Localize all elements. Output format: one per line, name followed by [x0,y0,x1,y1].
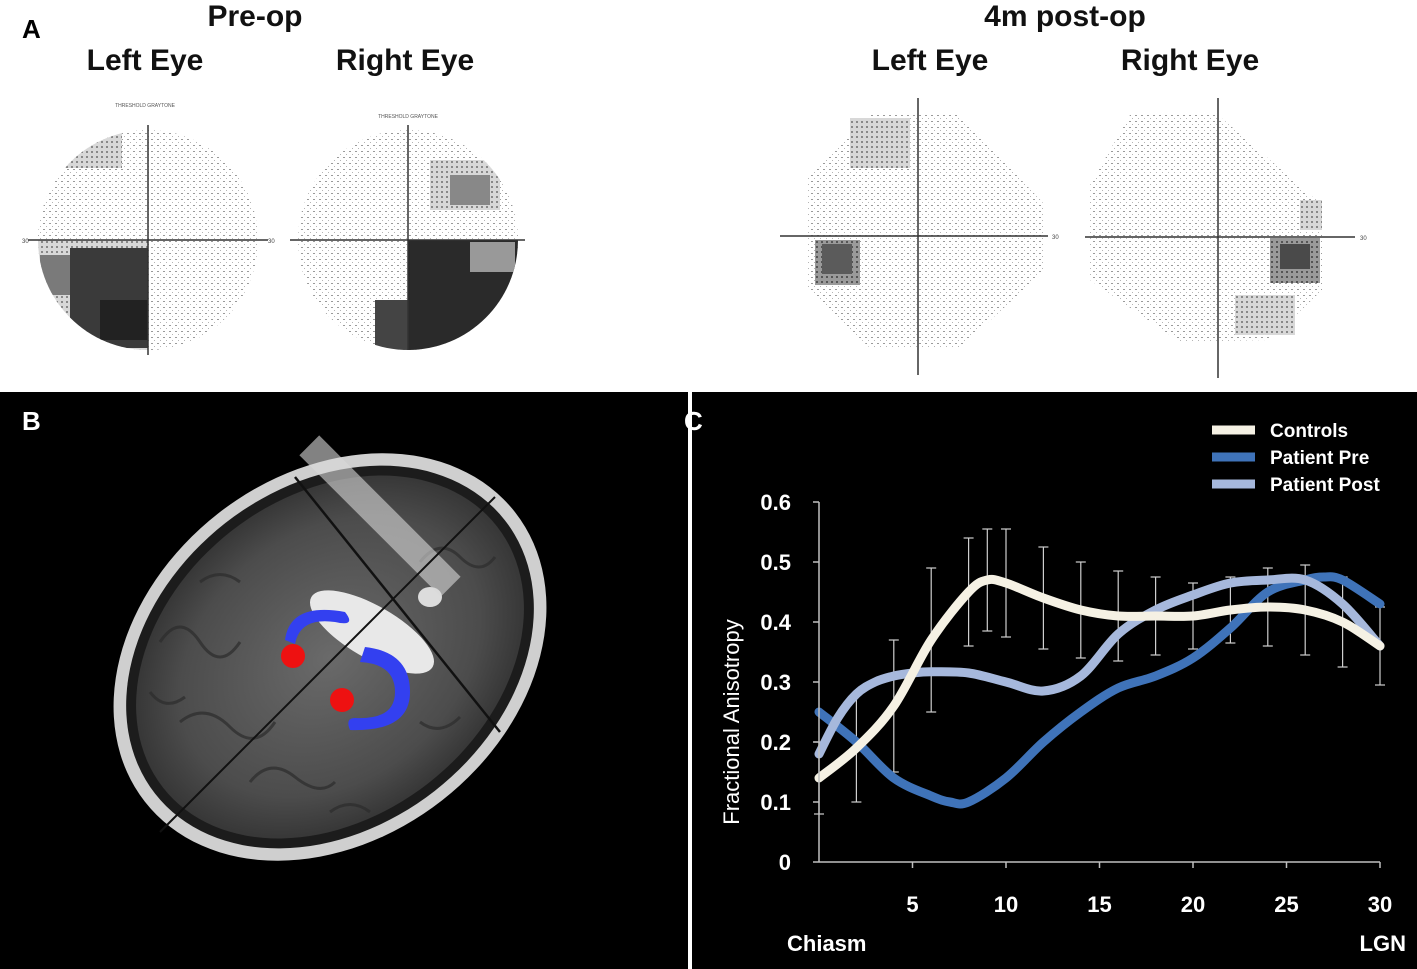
y-tick-label: 0.3 [760,670,791,695]
brain-mri [113,435,547,861]
preop-right-caption: THRESHOLD GRAYTONE [378,114,438,120]
preop-left-visual-field: THRESHOLD GRAYTONE 30 [22,103,268,355]
panel-a-letter: A [22,14,41,44]
x-tick-label: 30 [1368,892,1392,917]
optic-tract-left [285,609,350,644]
y-tick-label: 0.5 [760,550,791,575]
x-tick-label: 20 [1181,892,1205,917]
panel-a: A Pre-op 4m post-op Left Eye Right Eye L… [0,0,1417,388]
panel-c: C 0 0.1 0.2 0.3 0.4 0.5 0.6 5 10 15 20 25 30 Fractio… [684,392,1417,969]
y-axis-label: Fractional Anisotropy [719,619,744,824]
preop-left-eye-label: Left Eye [86,44,204,77]
legend: Controls Patient Pre Patient Post [1212,421,1380,496]
panel-c-letter: C [684,406,703,436]
legend-label: Patient Pre [1270,448,1369,469]
lgn-marker-left [281,644,305,668]
visual-field-plots: THRESHOLD GRAYTONE 30 THRESHOLD GRAYTONE [22,98,1367,378]
cut-plane-2 [294,476,501,733]
x-tick-label: 5 [906,892,918,917]
postop-right-visual-field: 30 [1085,98,1367,378]
legend-label: Controls [1270,421,1348,442]
cut-plane-1 [159,496,496,833]
y-tick-label: 0.6 [760,490,791,515]
series-line-controls [814,574,1385,783]
y-tick-label: 0.4 [760,610,791,635]
y-tick-label: 0.1 [760,790,791,815]
x-tick-label: 15 [1087,892,1111,917]
series-line-patient-post [814,573,1385,759]
tumor [310,590,434,674]
x-tick-label: 25 [1274,892,1298,917]
preop-title: Pre-op [207,0,303,33]
postop-right-axis-30: 30 [1360,236,1367,242]
y-tick-label: 0 [779,850,791,875]
x-tick-label: 10 [994,892,1018,917]
legend-label: Patient Post [1270,475,1380,496]
x-label-lgn: LGN [1360,931,1406,956]
optic-tract-right [348,647,410,731]
panel-b-letter: B [22,406,41,436]
postop-title: 4m post-op [984,0,1146,33]
preop-left-caption: THRESHOLD GRAYTONE [115,103,175,109]
preop-right-axis-30: 30 [268,239,275,245]
preop-left-axis-30: 30 [22,239,29,245]
x-label-chiasm: Chiasm [787,931,866,956]
postop-left-axis-30: 30 [1052,235,1059,241]
postop-left-eye-label: Left Eye [871,44,989,77]
fa-chart: 0 0.1 0.2 0.3 0.4 0.5 0.6 5 10 15 20 25 30 Fractiona… [719,421,1406,956]
y-tick-label: 0.2 [760,730,791,755]
preop-right-visual-field: THRESHOLD GRAYTONE 30 [268,114,525,350]
panel-b: B [0,392,688,969]
lgn-marker-right [330,688,354,712]
postop-right-eye-label: Right Eye [1120,44,1260,77]
preop-right-eye-label: Right Eye [335,44,475,77]
postop-left-visual-field: 30 [780,98,1059,375]
